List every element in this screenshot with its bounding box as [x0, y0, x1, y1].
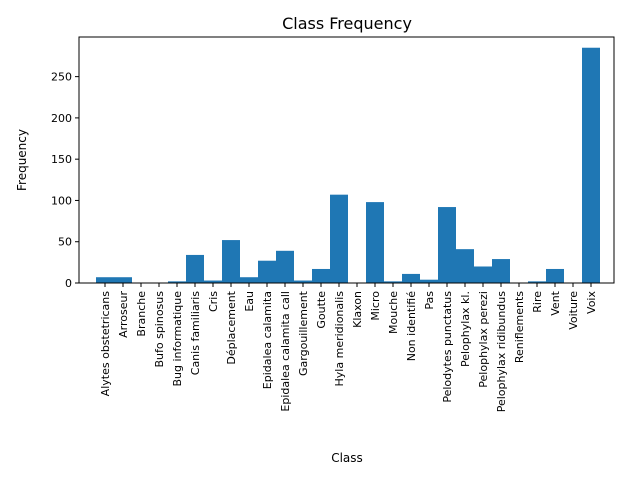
y-tick-label: 0	[65, 277, 72, 290]
chart-title: Class Frequency	[282, 14, 412, 33]
bar-9	[240, 277, 258, 283]
x-tick-label: Mouche	[387, 291, 400, 334]
bar-2	[114, 277, 132, 283]
x-tick-label: Voix	[585, 291, 598, 314]
bar-7	[204, 280, 222, 283]
bar-5	[168, 281, 186, 283]
x-tick-label: Micro	[369, 291, 382, 321]
x-tick-label: Epidalea calamita	[261, 291, 274, 389]
x-tick-label: Rire	[531, 291, 544, 313]
bar-17	[384, 281, 402, 283]
bar-14	[330, 194, 348, 283]
bar-23	[492, 259, 510, 283]
bar-11	[276, 250, 294, 283]
x-tick-label: Eau	[243, 291, 256, 312]
bar-22	[474, 266, 492, 283]
x-tick-label: Pelophylax perezi	[477, 291, 490, 388]
x-tick-label: Pelodytes punctatus	[441, 291, 454, 403]
y-tick-label: 200	[51, 112, 72, 125]
x-tick-label: Non identifié	[405, 291, 418, 362]
bar-19	[420, 279, 438, 283]
bar-12	[294, 280, 312, 283]
x-tick-label: Pas	[423, 291, 436, 310]
x-tick-label: Voiture	[567, 291, 580, 330]
bar-8	[222, 240, 240, 283]
bar-21	[456, 249, 474, 283]
x-tick-label: Cris	[207, 291, 220, 312]
bar-26	[546, 268, 564, 283]
x-axis-label: Class	[331, 451, 363, 465]
bar-6	[186, 254, 204, 283]
bar-20	[438, 207, 456, 283]
bar-25	[528, 281, 546, 283]
x-tick-label: Bufo spinosus	[153, 291, 166, 368]
bar-18	[402, 273, 420, 283]
x-tick-label: Hyla meridionalis	[333, 291, 346, 387]
y-tick-label: 100	[51, 194, 72, 207]
x-tick-label: Branche	[135, 291, 148, 337]
bar-16	[366, 202, 384, 283]
y-axis: 0 50 100 150 200 250	[51, 71, 79, 290]
x-tick-label: Pelophylax kl.	[459, 291, 472, 367]
bar-13	[312, 268, 330, 283]
plot-frame	[78, 36, 615, 284]
x-tick-label: Vent	[549, 290, 562, 315]
x-tick-label: Bug informatique	[171, 291, 184, 387]
y-tick-label: 150	[51, 153, 72, 166]
x-tick-label: Alytes obstetricans	[99, 291, 112, 397]
x-tick-label: Pelophylax ridibundus	[495, 291, 508, 413]
x-axis: Alytes obstetricans Arroseur Branche Bufo s…	[99, 283, 598, 412]
y-tick-label: 250	[51, 71, 72, 84]
x-tick-label: Arroseur	[117, 291, 130, 338]
x-tick-label: Klaxon	[351, 291, 364, 328]
x-tick-label: Déplacement	[225, 290, 238, 364]
bar-10	[258, 260, 276, 283]
x-tick-label: Epidalea calamita call	[279, 291, 292, 412]
x-tick-label: Goutte	[315, 291, 328, 329]
x-tick-label: Gargouillement	[297, 290, 310, 376]
x-tick-label: Reniflements	[513, 291, 526, 363]
bars-group	[96, 47, 600, 284]
bar-1	[96, 277, 114, 283]
bar-28	[582, 47, 600, 284]
x-tick-label: Canis familiaris	[189, 291, 202, 375]
y-tick-label: 50	[58, 236, 72, 249]
y-axis-label: Frequency	[15, 129, 29, 191]
